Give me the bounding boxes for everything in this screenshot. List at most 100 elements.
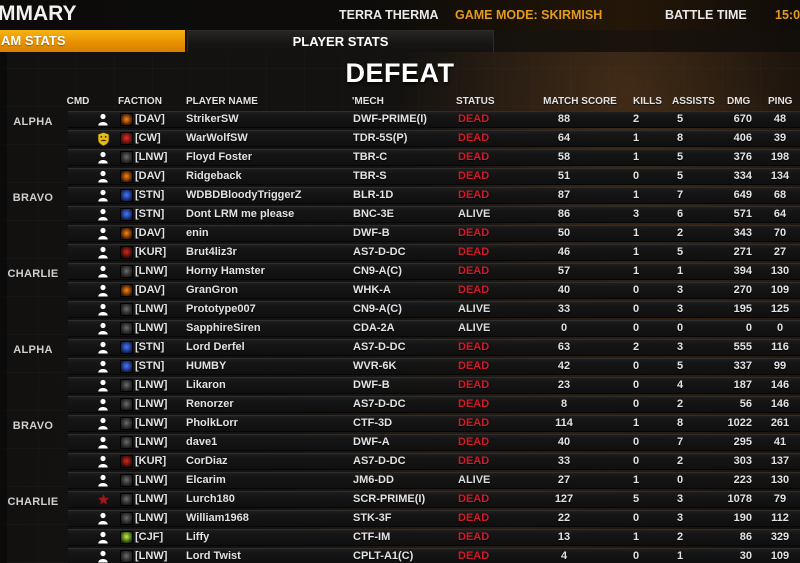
ping-value: 79 [773,493,787,505]
faction-tag: [LNW] [135,417,168,429]
match-score-value: 4 [560,550,568,562]
ping-value: 125 [770,303,790,315]
player-name: WarWolfSW [186,132,248,144]
mech-name: AS7-D-DC [353,398,406,410]
assists-value: 3 [677,284,684,296]
faction-icon-stn [120,360,133,373]
status-text: DEAD [458,189,490,201]
status-text: DEAD [458,379,490,391]
lance-label: CHARLIE [7,268,59,280]
assists-value: 0 [677,474,684,486]
match-score-value: 23 [557,379,571,391]
kills-value: 1 [633,151,640,163]
status-text: ALIVE [458,208,491,220]
assists-value: 8 [677,132,684,144]
commander-shield-icon [95,130,111,147]
table-row: [LNW] Lord Twist CPLT-A1(C) DEAD 4 0 1 30 109 [68,548,800,563]
kills-value: 0 [633,322,640,334]
lance-group-alpha-3: ALPHA [STN] Lord Derfel AS7-D-DC DEAD 63 2 3 555… [0,339,800,413]
ping-value: 64 [773,208,787,220]
status-text: DEAD [458,531,490,543]
mech-name: AS7-D-DC [353,341,406,353]
mech-name: CTF-IM [353,531,391,543]
dmg-value: 190 [733,512,752,524]
faction-tag: [LNW] [135,322,168,334]
lance-group-alpha-0: ALPHA [DAV] StrikerSW DWF-PRIME(I) DEAD 88 2 5 6… [0,111,800,185]
column-header-dmg: DMG [727,96,751,107]
kills-value: 0 [633,170,640,182]
player-icon [95,111,111,128]
star-icon [95,491,111,508]
mech-name: DWF-PRIME(I) [353,113,427,125]
player-name: CorDiaz [186,455,228,467]
player-name: PholkLorr [186,417,238,429]
table-row: [LNW] Floyd Foster TBR-C DEAD 58 1 5 376 198 [68,149,800,166]
match-score-value: 114 [555,417,573,429]
player-name: Brut4liz3r [186,246,237,258]
assists-value: 2 [677,531,684,543]
faction-icon-stn [120,208,133,221]
match-score-value: 33 [557,303,571,315]
tab-team-stats[interactable]: AM STATS [0,30,185,52]
table-row: [LNW] Horny Hamster CN9-A(C) DEAD 57 1 1 394 130 [68,263,800,280]
player-icon [95,453,111,470]
kills-value: 0 [633,379,640,391]
match-score-value: 51 [557,170,571,182]
table-header-row: CMD FACTION PLAYER NAME 'MECH STATUS MAT… [0,96,800,109]
ping-value: 27 [773,246,787,258]
lance-group-charlie-2: CHARLIE [LNW] Horny Hamster CN9-A(C) DEAD 57 1… [0,263,800,337]
assists-value: 3 [677,512,684,524]
player-icon [95,415,111,432]
match-score-value: 33 [557,455,571,467]
match-score-value: 87 [557,189,571,201]
faction-tag: [LNW] [135,493,168,505]
faction-tag: [LNW] [135,265,168,277]
assists-value: 2 [677,227,684,239]
faction-icon-lnw [120,417,133,430]
table-row: [KUR] CorDiaz AS7-D-DC DEAD 33 0 2 303 137 [68,453,800,470]
faction-tag: [STN] [135,360,165,372]
left-edge-strip [0,52,7,563]
kills-value: 1 [633,132,640,144]
tab-player-stats[interactable]: PLAYER STATS [187,30,494,52]
faction-tag: [LNW] [135,398,168,410]
status-text: DEAD [458,436,490,448]
assists-value: 5 [677,151,684,163]
column-header-ping: PING [768,96,793,107]
match-score-value: 27 [557,474,571,486]
mech-name: DWF-A [353,436,390,448]
assists-value: 7 [677,189,684,201]
match-score-value: 63 [557,341,571,353]
player-name: Elcarim [186,474,226,486]
dmg-value: 223 [733,474,752,486]
assists-value: 5 [677,170,684,182]
kills-value: 1 [633,531,640,543]
kills-value: 0 [633,360,640,372]
faction-icon-lnw [120,379,133,392]
dmg-value: 376 [733,151,752,163]
mech-name: BLR-1D [353,189,394,201]
mech-name: SCR-PRIME(I) [353,493,426,505]
kills-value: 1 [633,189,640,201]
table-row: [LNW] Elcarim JM6-DD ALIVE 27 1 0 223 130 [68,472,800,489]
player-name: dave1 [186,436,218,448]
player-name: Horny Hamster [186,265,265,277]
assists-value: 2 [677,398,684,410]
column-header-faction: FACTION [118,96,162,107]
ping-value: 146 [770,398,790,410]
table-row: [KUR] Brut4liz3r AS7-D-DC DEAD 46 1 5 271 27 [68,244,800,261]
kills-value: 0 [633,436,640,448]
dmg-value: 56 [739,398,752,410]
player-icon [95,206,111,223]
ping-value: 146 [770,379,790,391]
faction-icon-lnw [120,512,133,525]
player-icon [95,282,111,299]
status-text: ALIVE [458,474,491,486]
faction-tag: [LNW] [135,512,168,524]
player-icon [95,396,111,413]
faction-icon-dav [120,170,133,183]
ping-value: 68 [773,189,787,201]
assists-value: 0 [677,322,684,334]
kills-value: 1 [633,227,640,239]
lance-label: BRAVO [12,192,54,204]
